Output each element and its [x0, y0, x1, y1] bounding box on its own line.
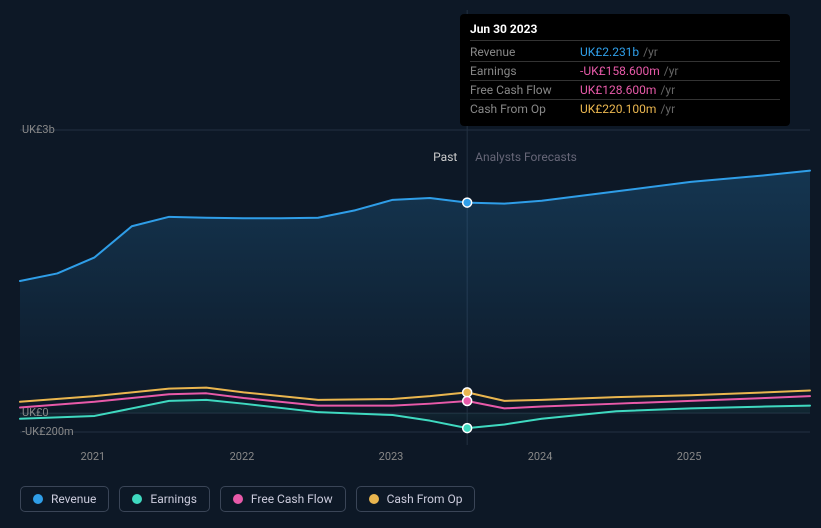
y-axis-label: UK£0 — [22, 406, 49, 419]
legend-item-cash-from-op[interactable]: Cash From Op — [356, 486, 476, 512]
x-axis-label: 2023 — [379, 450, 404, 463]
tooltip-row: Free Cash FlowUK£128.600m/yr — [470, 81, 780, 100]
tooltip-row-value: -UK£158.600m — [580, 64, 660, 78]
legend-label: Cash From Op — [387, 492, 463, 506]
legend-dot-icon — [369, 494, 379, 504]
tooltip-row-unit: /yr — [660, 83, 675, 97]
legend-item-earnings[interactable]: Earnings — [119, 486, 210, 512]
x-axis-label: 2024 — [528, 450, 553, 463]
tooltip-row: RevenueUK£2.231b/yr — [470, 43, 780, 62]
tooltip-row-label: Revenue — [470, 45, 580, 59]
legend-item-free-cash-flow[interactable]: Free Cash Flow — [220, 486, 346, 512]
tooltip-row-unit: /yr — [643, 45, 658, 59]
legend-label: Free Cash Flow — [251, 492, 333, 506]
chart-legend: Revenue Earnings Free Cash Flow Cash From O… — [20, 486, 475, 512]
tooltip-row-label: Earnings — [470, 64, 580, 78]
tooltip-row: Cash From OpUK£220.100m/yr — [470, 100, 780, 118]
tooltip-row-label: Free Cash Flow — [470, 83, 580, 97]
legend-item-revenue[interactable]: Revenue — [20, 486, 109, 512]
tooltip-date: Jun 30 2023 — [470, 22, 780, 41]
y-axis-label: -UK£200m — [22, 425, 74, 438]
tooltip-row-value: UK£220.100m — [580, 102, 656, 116]
y-axis-label: UK£3b — [22, 123, 55, 136]
chart-tooltip: Jun 30 2023 RevenueUK£2.231b/yrEarnings-… — [460, 14, 790, 126]
legend-label: Earnings — [150, 492, 197, 506]
tooltip-row-value: UK£128.600m — [580, 83, 656, 97]
x-axis-label: 2022 — [230, 450, 255, 463]
legend-dot-icon — [33, 494, 43, 504]
tooltip-row-unit: /yr — [664, 64, 679, 78]
x-axis-label: 2025 — [677, 450, 702, 463]
tooltip-row-label: Cash From Op — [470, 102, 580, 116]
x-axis-label: 2021 — [81, 450, 106, 463]
legend-dot-icon — [233, 494, 243, 504]
tooltip-row-value: UK£2.231b — [580, 45, 639, 59]
region-label-past: Past — [433, 150, 457, 164]
tooltip-row: Earnings-UK£158.600m/yr — [470, 62, 780, 81]
legend-dot-icon — [132, 494, 142, 504]
tooltip-row-unit: /yr — [660, 102, 675, 116]
legend-label: Revenue — [51, 492, 96, 506]
region-label-forecast: Analysts Forecasts — [475, 150, 577, 164]
